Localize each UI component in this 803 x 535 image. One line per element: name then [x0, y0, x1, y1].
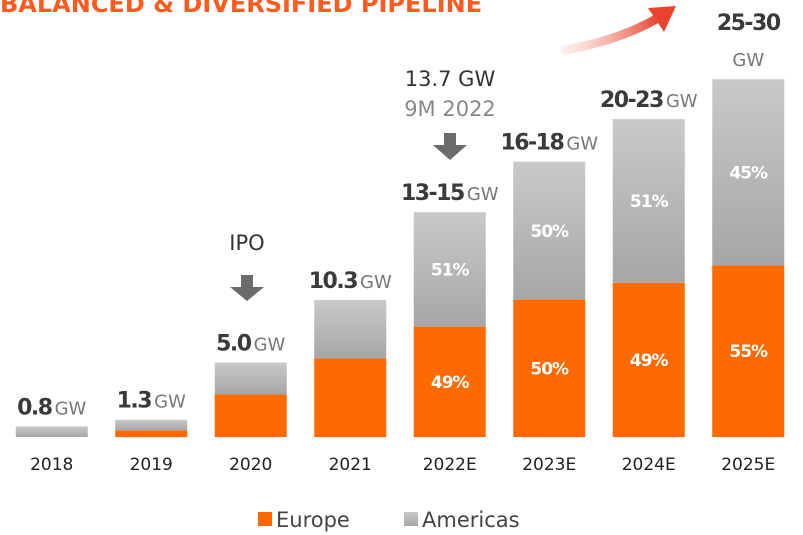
growth-arrow-head	[648, 6, 676, 32]
total-unit: GW	[467, 184, 499, 205]
legend-swatch	[258, 512, 272, 526]
bar-segment	[612, 119, 685, 283]
bar-segment	[513, 161, 586, 301]
total-value: 10.3	[309, 269, 357, 294]
total-label: 0.8 GW	[17, 395, 86, 420]
total-value: 16-18	[500, 131, 563, 156]
share-label: 45%	[729, 163, 768, 183]
share-label: 49%	[630, 351, 669, 371]
share-label: 50%	[530, 222, 569, 242]
legend-swatch	[404, 512, 418, 526]
bar-segment	[115, 419, 188, 431]
growth-arrow	[560, 13, 663, 55]
bar-segment	[413, 326, 486, 437]
share-label: 50%	[530, 360, 569, 380]
total-unit: GW	[666, 91, 698, 112]
share-label: 49%	[431, 373, 470, 393]
share-label: 51%	[431, 260, 470, 280]
x-tick-label: 2020	[229, 455, 272, 475]
ipo-arrow	[230, 275, 264, 301]
x-tick-label: 2023E	[522, 455, 576, 475]
bar-segment	[214, 394, 287, 437]
bar-segment	[612, 282, 685, 437]
bar-segment	[712, 265, 785, 437]
total-label: 16-18 GW	[500, 131, 598, 156]
bar-segment	[712, 79, 785, 266]
total-value: 13-15	[401, 181, 464, 206]
bar-segment	[214, 362, 287, 395]
bar-segment	[314, 300, 387, 359]
unit-label: GW	[732, 50, 764, 71]
annotation: 9M 2022	[404, 97, 496, 121]
bar-segment	[513, 300, 586, 437]
annotation: 13.7 GW	[405, 67, 496, 91]
bar-segment	[314, 358, 387, 437]
total-value: 1.3	[117, 389, 152, 414]
legend-label: Americas	[422, 508, 520, 532]
chart-title: BALANCED & DIVERSIFIED PIPELINE	[0, 0, 482, 18]
total-unit: GW	[360, 272, 392, 293]
total-label: 20-23 GW	[600, 88, 698, 113]
progress-arrow	[433, 133, 467, 160]
legend-label: Europe	[276, 508, 350, 532]
total-unit: GW	[254, 335, 286, 356]
bar-segment	[15, 426, 88, 437]
x-tick-label: 2019	[130, 455, 173, 475]
x-tick-label: 2021	[329, 455, 372, 475]
total-label: 1.3 GW	[117, 389, 186, 414]
share-label: 55%	[729, 342, 768, 362]
total-value: 20-23	[600, 88, 663, 113]
annotation: IPO	[229, 231, 264, 255]
x-tick-label: 2025E	[721, 455, 775, 475]
total-value: 0.8	[17, 395, 52, 420]
share-label: 51%	[630, 192, 669, 212]
x-tick-label: 2022E	[423, 455, 477, 475]
total-value: 5.0	[216, 332, 252, 357]
x-tick-label: 2018	[30, 455, 73, 475]
total-unit: GW	[566, 134, 598, 155]
total-label: 10.3 GW	[309, 269, 392, 294]
bar-segment	[115, 430, 188, 437]
x-tick-label: 2024E	[622, 455, 676, 475]
total-unit: GW	[55, 398, 87, 419]
total-unit: GW	[154, 392, 186, 413]
bar-segment	[413, 212, 486, 327]
total-label: 13-15 GW	[401, 181, 499, 206]
total-label: 5.0 GW	[216, 332, 285, 357]
total-label: 25-30	[717, 11, 781, 36]
